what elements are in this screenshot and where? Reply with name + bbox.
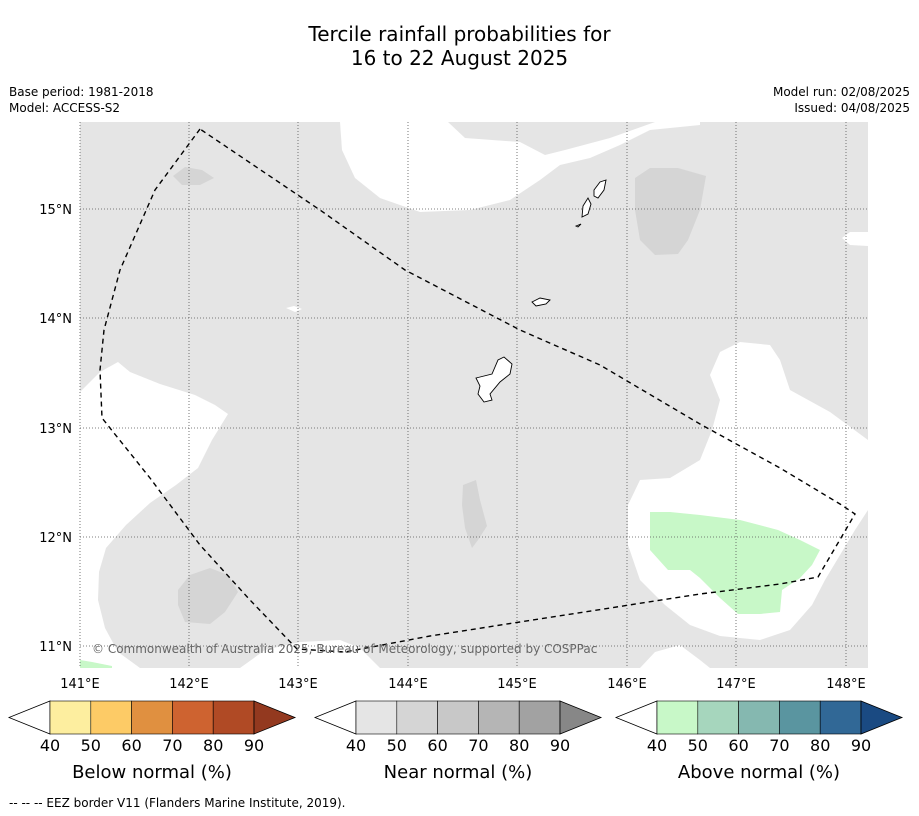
white-blob-small xyxy=(286,306,302,312)
title-line-2: 16 to 22 August 2025 xyxy=(350,46,569,70)
below-normal-label: Below normal (%) xyxy=(72,762,232,783)
lon-tick-label: 144°E xyxy=(388,677,428,692)
lon-tick-label: 143°E xyxy=(278,677,318,692)
lon-tick-label: 142°E xyxy=(169,677,209,692)
colorbar-tick-label: 50 xyxy=(387,736,407,755)
island-guam xyxy=(475,356,513,403)
white-blob-east-edge xyxy=(842,232,868,246)
colorbar-tick-label: 50 xyxy=(688,736,708,755)
colorbar-swatch xyxy=(697,700,739,735)
colorbar-tick-label: 50 xyxy=(81,736,101,755)
colorbar-tick-label: 80 xyxy=(810,736,830,755)
colorbar-tick-label: 60 xyxy=(728,736,748,755)
colorbar-swatch xyxy=(172,700,214,735)
lat-tick-label: 12°N xyxy=(39,531,72,546)
colorbar-swatch xyxy=(49,700,92,735)
probability-field xyxy=(80,122,868,668)
lon-tick-label: 141°E xyxy=(60,677,100,692)
colorbar-extend-high xyxy=(559,700,603,735)
colorbar-extend-low xyxy=(313,700,357,735)
colorbar-extend-high xyxy=(860,700,904,735)
colorbar-swatch xyxy=(779,700,821,735)
colorbar-tick-label: 70 xyxy=(769,736,789,755)
colorbar-swatch xyxy=(518,700,561,735)
colorbar-extend-high xyxy=(253,700,297,735)
above-normal-sw-corner xyxy=(80,660,112,668)
colorbar-legends: 40 50 60 70 80 90 Below normal (%) 40 50 60 70 80 90… xyxy=(7,700,904,783)
island-saipan xyxy=(593,179,607,199)
near-normal-50-nw xyxy=(173,167,214,185)
lon-tick-label: 146°E xyxy=(607,677,647,692)
colorbar-swatch xyxy=(131,700,173,735)
lat-tick-label: 14°N xyxy=(39,312,72,327)
near-normal-50-center xyxy=(462,480,487,548)
near-normal-label: Near normal (%) xyxy=(384,762,533,783)
white-region-south xyxy=(240,640,380,668)
meta-left: Base period: 1981-2018 Model: ACCESS-S2 xyxy=(9,84,154,116)
meta-right: Model run: 02/08/2025 Issued: 04/08/2025 xyxy=(773,84,910,116)
colorbar-swatch xyxy=(355,700,398,735)
colorbar-swatch xyxy=(437,700,479,735)
colorbar-tick-label: 70 xyxy=(468,736,488,755)
colorbar-swatch xyxy=(656,700,699,735)
colorbar-tick-label: 90 xyxy=(851,736,871,755)
model-name: Model: ACCESS-S2 xyxy=(9,101,121,115)
chart-title: Tercile rainfall probabilities for 16 to… xyxy=(0,22,919,70)
graticule xyxy=(79,122,868,668)
longitude-labels: 141°E 142°E 143°E 144°E 145°E 146°E 147°E 148°E xyxy=(60,677,866,692)
islands xyxy=(475,179,607,403)
copyright-notice: © Commonwealth of Australia 2025, Bureau… xyxy=(92,642,597,656)
island-tinian xyxy=(581,197,592,218)
lon-tick-label: 148°E xyxy=(826,677,866,692)
island-aguijan xyxy=(574,223,582,228)
model-run: Model run: 02/08/2025 xyxy=(772,85,910,99)
colorbar-swatch xyxy=(819,700,862,735)
lat-tick-label: 13°N xyxy=(39,422,72,437)
eez-border xyxy=(99,128,856,653)
above-normal-label: Above normal (%) xyxy=(678,762,840,783)
white-region-north xyxy=(340,122,700,212)
near-normal-50-ne xyxy=(635,168,706,255)
base-period: Base period: 1981-2018 xyxy=(9,85,154,99)
above-normal-colorbar: 40 50 60 70 80 90 Above normal (%) xyxy=(614,700,904,783)
white-region-southeast xyxy=(640,645,710,668)
colorbar-tick-label: 40 xyxy=(346,736,366,755)
eez-footnote: -- -- -- EEZ border V11 (Flanders Marine… xyxy=(9,796,346,810)
colorbar-swatch xyxy=(478,700,520,735)
title-line-1: Tercile rainfall probabilities for xyxy=(308,22,611,46)
issued-date: Issued: 04/08/2025 xyxy=(794,101,910,115)
colorbar-tick-label: 90 xyxy=(244,736,264,755)
colorbar-tick-label: 40 xyxy=(40,736,60,755)
colorbar-tick-label: 90 xyxy=(550,736,570,755)
lon-tick-label: 145°E xyxy=(497,677,537,692)
colorbar-tick-label: 80 xyxy=(509,736,529,755)
white-region-west xyxy=(80,362,228,668)
lon-tick-label: 147°E xyxy=(716,677,756,692)
map-figure: 141°E 142°E 143°E 144°E 145°E 146°E 147°E 148°E… xyxy=(7,122,904,783)
colorbar-tick-label: 40 xyxy=(647,736,667,755)
colorbar-tick-label: 70 xyxy=(162,736,182,755)
colorbar-swatch xyxy=(212,700,255,735)
above-normal-region xyxy=(650,512,820,614)
colorbar-swatch xyxy=(90,700,132,735)
below-normal-colorbar: 40 50 60 70 80 90 Below normal (%) xyxy=(7,700,297,783)
colorbar-tick-label: 80 xyxy=(203,736,223,755)
colorbar-extend-low xyxy=(614,700,658,735)
colorbar-tick-label: 60 xyxy=(121,736,141,755)
colorbar-extend-low xyxy=(7,700,51,735)
near-normal-50-sw xyxy=(178,568,238,624)
colorbar-tick-label: 60 xyxy=(427,736,447,755)
lat-tick-label: 15°N xyxy=(39,203,72,218)
island-rota xyxy=(531,297,551,307)
colorbar-swatch xyxy=(738,700,780,735)
colorbar-swatch xyxy=(396,700,438,735)
near-normal-colorbar: 40 50 60 70 80 90 Near normal (%) xyxy=(313,700,603,783)
lat-tick-label: 11°N xyxy=(39,640,72,655)
latitude-labels: 15°N 14°N 13°N 12°N 11°N xyxy=(39,203,72,655)
